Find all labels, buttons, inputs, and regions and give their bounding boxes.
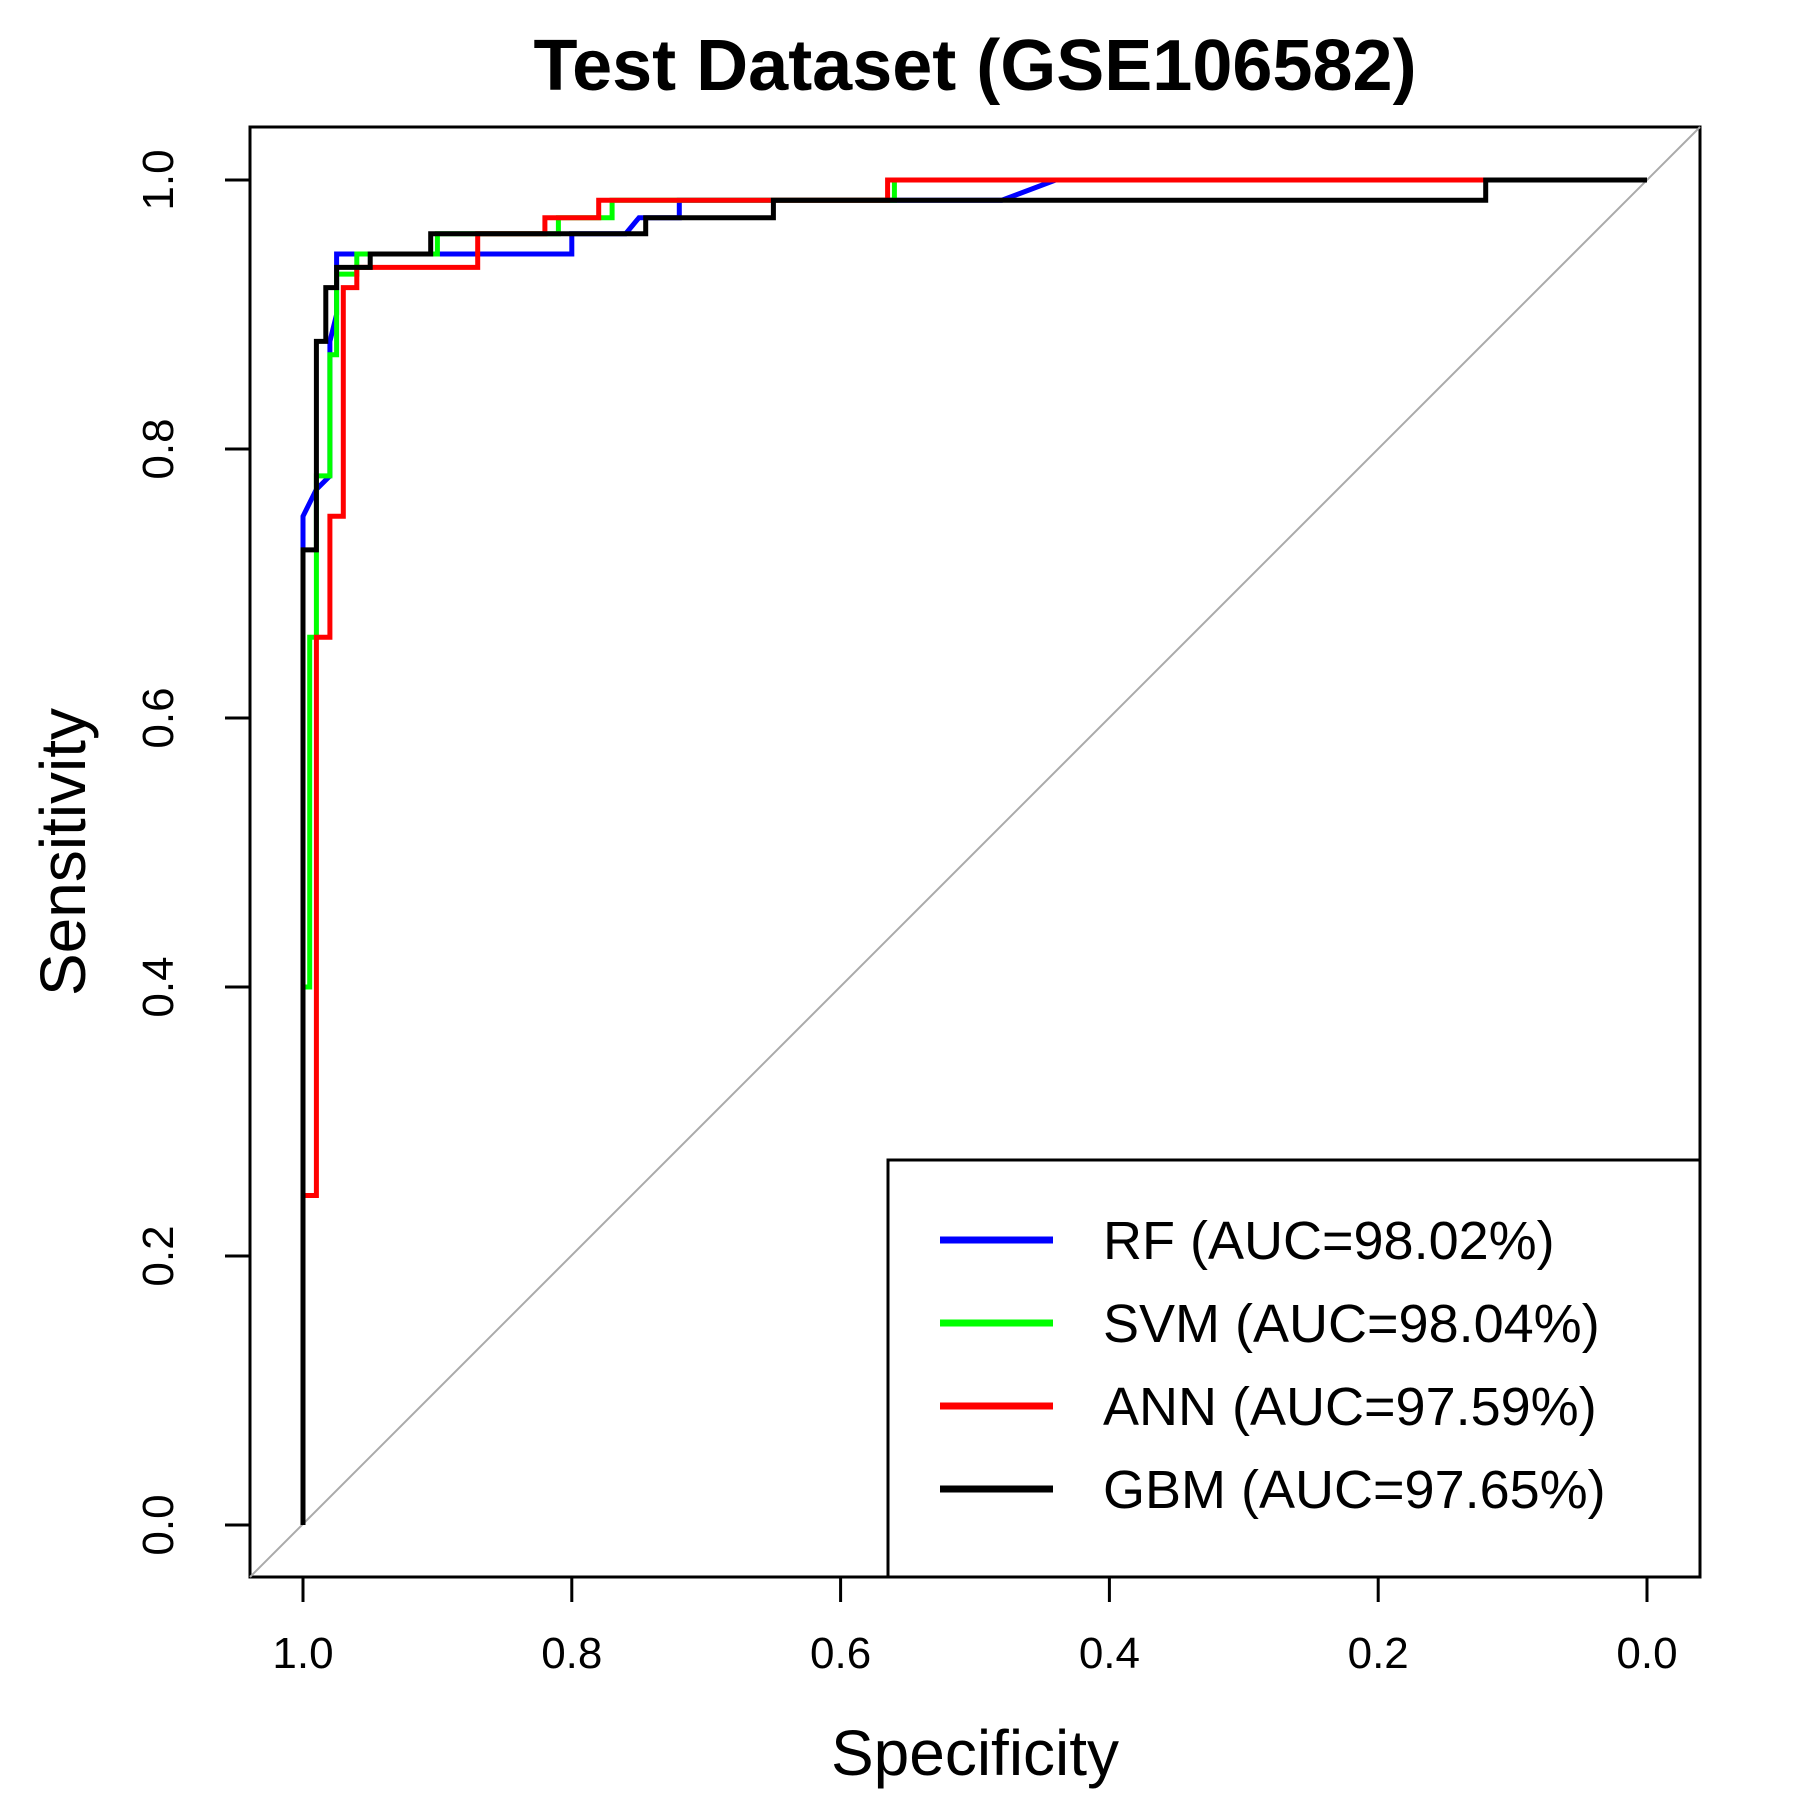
chart-title: Test Dataset (GSE106582) [533, 26, 1416, 106]
legend-label: SVM (AUC=98.04%) [1103, 1294, 1600, 1354]
x-axis-label: Specificity [831, 1717, 1119, 1789]
y-tick-label: 0.4 [134, 956, 183, 1017]
y-axis-label: Sensitivity [27, 708, 99, 996]
x-tick-label: 0.6 [810, 1629, 871, 1678]
legend-label: RF (AUC=98.02%) [1103, 1211, 1555, 1271]
y-tick-label: 0.2 [134, 1225, 183, 1286]
x-tick-label: 0.4 [1079, 1629, 1140, 1678]
x-tick-label: 0.8 [541, 1629, 602, 1678]
x-tick-label: 0.0 [1616, 1629, 1677, 1678]
legend-box [886, 1158, 1702, 1579]
y-tick-label: 0.0 [134, 1494, 183, 1555]
reference-diagonal-line [249, 126, 1701, 1578]
series-lines [300, 177, 1647, 1525]
legend-label: ANN (AUC=97.59%) [1103, 1377, 1597, 1437]
reference-diagonal [249, 126, 1701, 1578]
y-tick-label: 0.6 [134, 687, 183, 748]
series-line-4 [300, 177, 1647, 1525]
x-axis: 1.0 0.8 0.6 0.4 0.2 0.0 [272, 1575, 1678, 1678]
y-tick-label: 1.0 [134, 149, 183, 210]
legend: RF (AUC=98.02%) SVM (AUC=98.04%) ANN (AUC=… [886, 1158, 1702, 1579]
y-tick-label: 0.8 [134, 418, 183, 479]
x-tick-label: 0.2 [1348, 1629, 1409, 1678]
legend-label: GBM (AUC=97.65%) [1103, 1460, 1606, 1520]
x-tick-label: 1.0 [272, 1629, 333, 1678]
y-axis: 0.0 0.2 0.4 0.6 0.8 1.0 [134, 149, 252, 1556]
